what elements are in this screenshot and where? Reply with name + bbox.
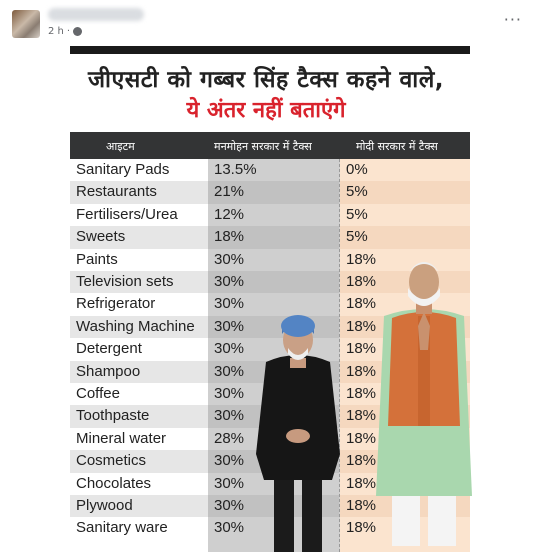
manmohan-tax-cell: 18%: [208, 226, 339, 249]
item-cell: Detergent: [76, 340, 142, 358]
table-row: Sweets 18% 5%: [70, 226, 470, 249]
post-meta: 2 h ·: [48, 26, 83, 37]
modi-tax-cell: 18%: [346, 250, 377, 268]
manmohan-tax-cell: 30%: [214, 519, 245, 537]
author-name-blurred[interactable]: [48, 8, 144, 21]
globe-icon: [73, 27, 83, 36]
table-row: Fertilisers/Urea 12% 5%: [70, 204, 470, 226]
item-cell: Coffee: [76, 385, 120, 402]
more-options-button[interactable]: ···: [503, 10, 522, 29]
manmohan-tax-cell: 30%: [208, 271, 339, 294]
headline-line-2: ये अंतर नहीं बताएंगे: [186, 98, 346, 123]
modi-tax-cell: 0%: [346, 161, 368, 178]
item-cell: Refrigerator: [76, 295, 156, 313]
modi-tax-cell: 5%: [340, 226, 470, 249]
manmohan-tax-cell: 30%: [214, 385, 245, 402]
manmohan-tax-cell: 12%: [214, 205, 245, 223]
item-cell: Chocolates: [76, 474, 152, 492]
header-modi: मोदी सरकार में टैक्स: [356, 140, 438, 153]
modi-tax-cell: 5%: [346, 205, 368, 223]
modi-tax-cell: 18%: [346, 519, 377, 537]
item-cell: Washing Machine: [70, 315, 208, 339]
table-row: Sanitary ware 30% 18%: [70, 517, 470, 539]
manmohan-tax-cell: 30%: [214, 474, 245, 492]
table-row: Sanitary Pads 13.5% 0%: [70, 159, 470, 181]
item-cell: Fertilisers/Urea: [76, 205, 178, 223]
header-manmohan: मनमोहन सरकार में टैक्स: [214, 140, 312, 153]
avatar[interactable]: [12, 10, 40, 38]
column-divider: [339, 159, 340, 552]
item-cell: Sanitary Pads: [76, 161, 170, 178]
item-cell: Restaurants: [70, 181, 208, 204]
person-saffron-jacket-illustration: [376, 262, 472, 546]
item-cell: Sanitary ware: [76, 519, 168, 537]
table-row: Chocolates 30% 18%: [70, 473, 470, 495]
modi-tax-cell: 18%: [346, 429, 377, 447]
modi-tax-cell: 18%: [346, 295, 377, 313]
separator-dot: ·: [66, 26, 71, 37]
table-row: Mineral water 28% 18%: [70, 428, 470, 450]
item-cell: Television sets: [70, 271, 208, 294]
item-cell: Plywood: [70, 495, 208, 518]
manmohan-tax-cell: 28%: [214, 429, 245, 447]
table-row: Paints 30% 18%: [70, 249, 470, 271]
table-row: Detergent 30% 18%: [70, 338, 470, 360]
modi-tax-cell: 18%: [346, 474, 377, 492]
modi-tax-cell: 5%: [340, 181, 470, 204]
item-cell: Shampoo: [70, 360, 208, 383]
manmohan-tax-cell: 30%: [214, 250, 245, 268]
item-cell: Cosmetics: [70, 450, 208, 473]
item-cell: Mineral water: [76, 429, 167, 447]
item-cell: Paints: [76, 250, 118, 268]
manmohan-tax-cell: 21%: [208, 181, 339, 204]
table-header: आइटम मनमोहन सरकार में टैक्स मोदी सरकार म…: [70, 132, 470, 159]
item-cell: Toothpaste: [70, 405, 208, 428]
image-top-bar: [70, 46, 470, 54]
post-header: 2 h · ···: [0, 0, 540, 46]
table-row: Coffee 30% 18%: [70, 383, 470, 405]
person-dark-suit-illustration: [256, 315, 340, 552]
manmohan-tax-cell: 30%: [214, 295, 245, 313]
post-image[interactable]: जीएसटी को गब्बर सिंह टैक्स कहने वाले, ये…: [56, 46, 476, 552]
table-row: Restaurants 21% 5%: [70, 181, 470, 204]
modi-tax-cell: 18%: [346, 385, 377, 402]
post-timestamp[interactable]: 2 h: [48, 26, 64, 37]
manmohan-tax-cell: 30%: [214, 340, 245, 358]
header-item: आइटम: [106, 140, 135, 153]
modi-tax-cell: 18%: [346, 340, 377, 358]
item-cell: Sweets: [70, 226, 208, 249]
table-row: Refrigerator 30% 18%: [70, 293, 470, 315]
manmohan-tax-cell: 13.5%: [214, 161, 257, 178]
headline-line-1: जीएसटी को गब्बर सिंह टैक्स कहने वाले,: [87, 67, 445, 93]
